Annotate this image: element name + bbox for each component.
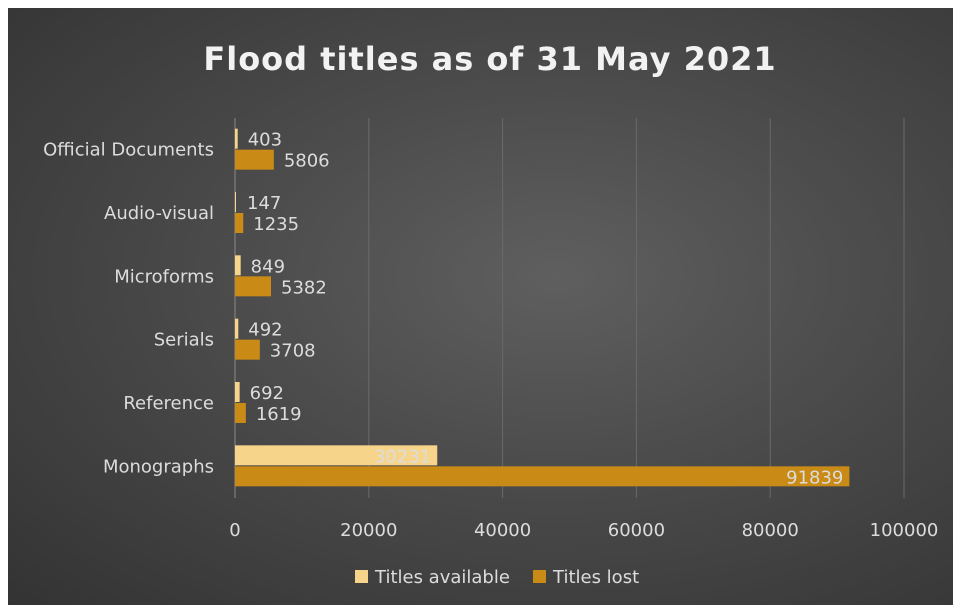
data-label: 403 — [248, 130, 282, 151]
legend-swatch — [533, 570, 546, 583]
x-tick-label: 0 — [229, 520, 240, 541]
data-label: 5382 — [281, 277, 327, 298]
x-tick-label: 100000 — [870, 520, 939, 541]
bar-available — [235, 445, 438, 466]
legend-label: Titles lost — [552, 567, 639, 588]
chart-title: Flood titles as of 31 May 2021 — [203, 40, 776, 78]
bar-lost — [235, 276, 272, 297]
legend-label: Titles available — [374, 567, 510, 588]
bar-lost — [235, 213, 244, 233]
data-label: 91839 — [786, 467, 843, 488]
bar-available — [235, 192, 236, 212]
x-tick-label: 40000 — [474, 520, 531, 541]
category-label: Reference — [123, 393, 214, 414]
category-label: Microforms — [114, 266, 214, 287]
bar-lost — [235, 466, 850, 487]
data-label: 5806 — [284, 151, 330, 172]
legend: Titles available Titles lost — [355, 567, 639, 588]
data-label: 3708 — [270, 341, 316, 362]
x-tick-label: 60000 — [608, 520, 665, 541]
category-label: Serials — [154, 330, 214, 351]
data-label: 147 — [247, 193, 281, 214]
data-label: 1235 — [253, 214, 299, 235]
bar-available — [235, 255, 241, 276]
data-label: 692 — [250, 383, 284, 404]
bar-lost — [235, 403, 246, 423]
x-tick-labels: 0 20000 40000 60000 80000 100000 — [229, 520, 938, 541]
chart-frame: Flood titles as of 31 May 2021 403 5806 14… — [8, 8, 953, 605]
category-label: Official Documents — [43, 140, 214, 161]
bar-lost — [235, 339, 260, 360]
legend-swatch — [355, 570, 368, 583]
data-label: 492 — [248, 320, 282, 341]
data-label: 30231 — [374, 446, 431, 467]
bar-lost — [235, 149, 274, 170]
data-label: 1619 — [256, 404, 302, 425]
category-labels: Official Documents Audio-visual Microforms… — [43, 140, 214, 478]
bar-available — [235, 382, 240, 402]
category-label: Monographs — [103, 456, 214, 477]
data-label: 849 — [251, 256, 285, 277]
bar-available — [235, 128, 238, 149]
x-tick-label: 80000 — [742, 520, 799, 541]
gridlines — [234, 118, 905, 498]
x-tick-label: 20000 — [340, 520, 397, 541]
bar-available — [235, 318, 239, 339]
bar-chart: Flood titles as of 31 May 2021 403580614… — [43, 40, 938, 588]
category-label: Audio-visual — [104, 203, 214, 224]
